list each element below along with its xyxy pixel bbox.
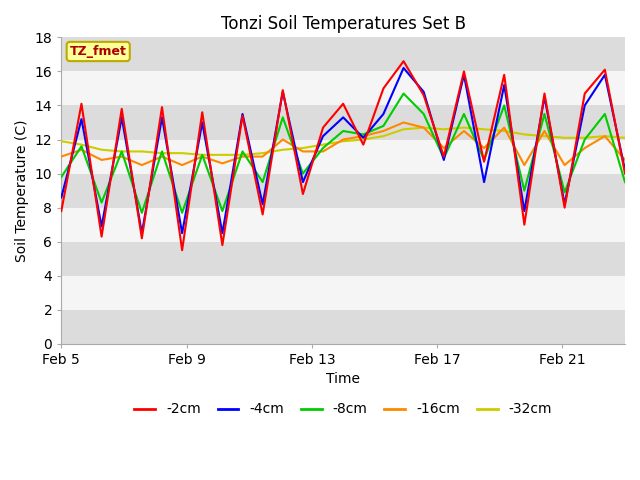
Bar bbox=[61, 140, 625, 174]
Legend: -2cm, -4cm, -8cm, -16cm, -32cm: -2cm, -4cm, -8cm, -16cm, -32cm bbox=[129, 397, 557, 422]
Title: Tonzi Soil Temperatures Set B: Tonzi Soil Temperatures Set B bbox=[221, 15, 466, 33]
Text: TZ_fmet: TZ_fmet bbox=[70, 45, 127, 58]
Y-axis label: Soil Temperature (C): Soil Temperature (C) bbox=[15, 120, 29, 262]
Bar bbox=[61, 208, 625, 242]
Bar bbox=[61, 276, 625, 310]
Bar bbox=[61, 72, 625, 106]
X-axis label: Time: Time bbox=[326, 372, 360, 386]
